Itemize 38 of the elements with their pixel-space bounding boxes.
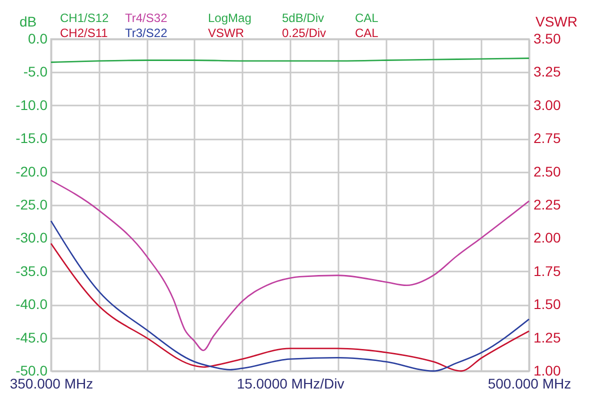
text: LogMag bbox=[208, 11, 252, 25]
y-tick-label: -40.0 bbox=[16, 296, 48, 312]
text: Tr3/S22 bbox=[125, 26, 168, 40]
y-tick-label: -30.0 bbox=[16, 230, 48, 246]
y2-tick-label: 3.50 bbox=[534, 30, 561, 46]
y2-tick-label: 2.75 bbox=[534, 130, 561, 146]
y2-tick-label: 2.25 bbox=[534, 196, 561, 212]
x-tick-label: 500.000 MHz bbox=[488, 376, 572, 392]
y-tick-label: 0.0 bbox=[28, 30, 48, 46]
annotation: CAL bbox=[355, 26, 378, 40]
x-tick-label: 350.000 MHz bbox=[10, 376, 94, 392]
y2-tick-label: 1.25 bbox=[534, 329, 561, 346]
text: CH2/S11 bbox=[60, 26, 108, 40]
y2-tick-label: 2.50 bbox=[534, 163, 561, 180]
y2-tick-label: 1.50 bbox=[534, 296, 561, 312]
y2-tick-label: 1.75 bbox=[534, 262, 561, 279]
line-series bbox=[50, 180, 530, 352]
text: Tr4/S32 bbox=[125, 11, 168, 25]
annotation: 0.25/Div bbox=[282, 26, 326, 40]
text: CH1/S12 bbox=[60, 11, 109, 25]
y-tick-label: -50.0 bbox=[16, 362, 48, 378]
y2-tick-label: 1.00 bbox=[534, 362, 561, 378]
x-axis-title: 15.0000 MHz/Div bbox=[236, 376, 344, 392]
y2-axis-title: VSWR bbox=[536, 14, 578, 30]
y-axis-title: dB bbox=[20, 14, 37, 30]
text: 5dB/Div bbox=[282, 11, 324, 25]
annotation: VSWR bbox=[208, 26, 244, 40]
y-tick-label: -45.0 bbox=[16, 329, 48, 346]
y-tick-label: -35.0 bbox=[16, 262, 48, 279]
y2-tick-label: 2.00 bbox=[534, 230, 561, 246]
y-tick-label: -5.0 bbox=[23, 64, 48, 80]
y2-tick-label: 3.25 bbox=[534, 64, 561, 80]
text: CAL bbox=[355, 11, 378, 25]
y2-tick-label: 3.00 bbox=[534, 96, 561, 113]
y-tick-label: -20.0 bbox=[16, 163, 48, 180]
y-tick-label: -10.0 bbox=[16, 96, 48, 113]
y-tick-label: -15.0 bbox=[16, 130, 48, 146]
y-tick-label: -25.0 bbox=[16, 196, 48, 212]
